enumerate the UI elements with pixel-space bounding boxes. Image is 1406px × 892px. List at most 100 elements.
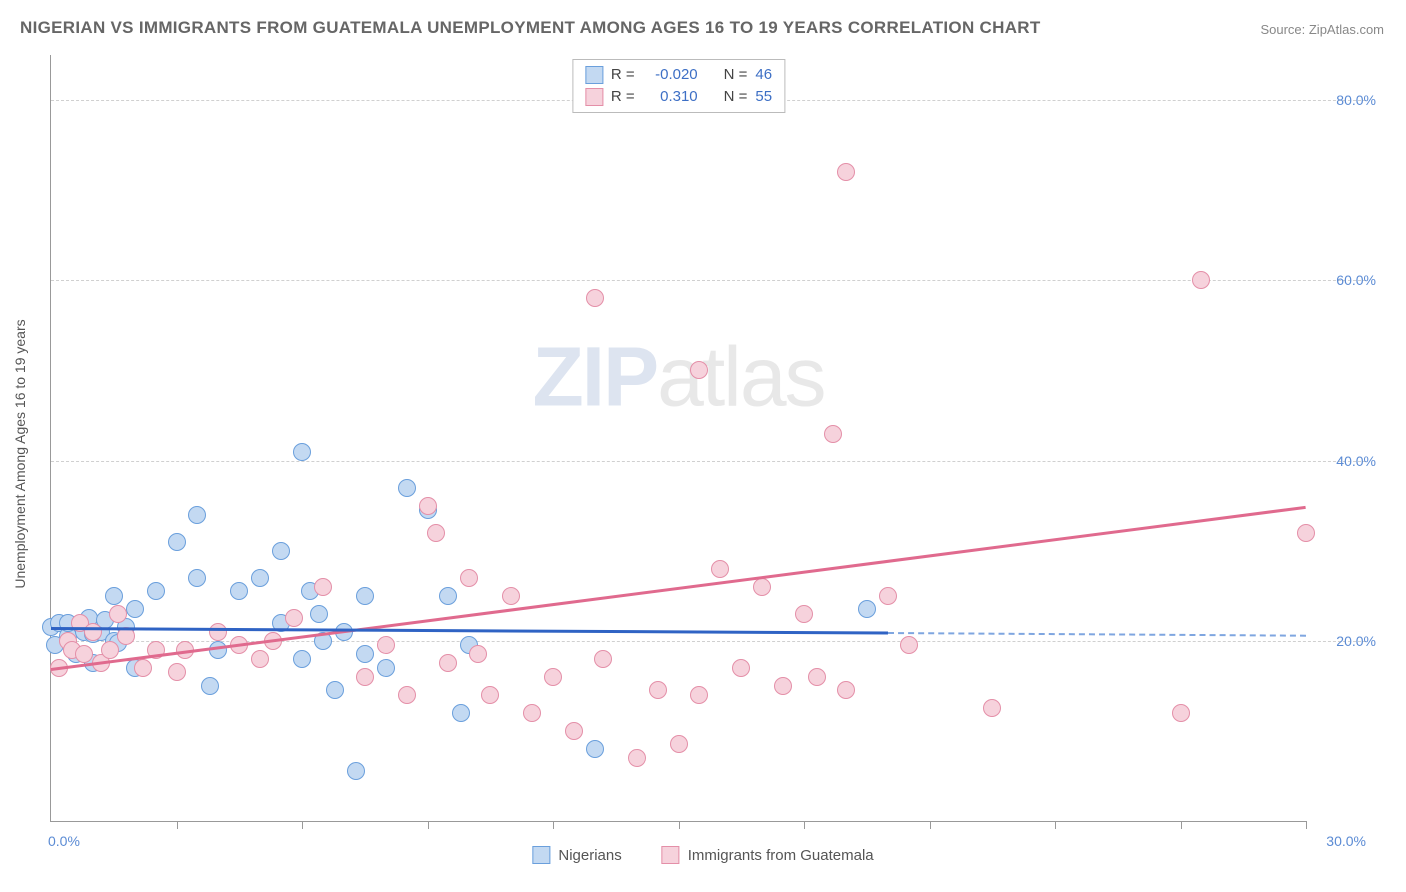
r-value-2: 0.310 xyxy=(643,86,698,108)
watermark-atlas: atlas xyxy=(657,329,824,423)
data-point xyxy=(201,677,219,695)
x-tick xyxy=(428,821,429,829)
x-tick xyxy=(804,821,805,829)
data-point xyxy=(711,560,729,578)
data-point xyxy=(732,659,750,677)
x-tick xyxy=(1306,821,1307,829)
data-point xyxy=(795,605,813,623)
data-point xyxy=(168,663,186,681)
y-tick-label: 80.0% xyxy=(1336,92,1376,108)
x-axis-min-label: 0.0% xyxy=(48,833,80,849)
y-tick-label: 40.0% xyxy=(1336,453,1376,469)
data-point xyxy=(544,668,562,686)
legend-label-guatemala: Immigrants from Guatemala xyxy=(688,847,874,864)
data-point xyxy=(460,569,478,587)
data-point xyxy=(377,659,395,677)
y-axis-title: Unemployment Among Ages 16 to 19 years xyxy=(12,319,28,588)
stats-row-guatemala: R = 0.310 N = 55 xyxy=(585,86,772,108)
watermark-zip: ZIP xyxy=(532,329,657,423)
data-point xyxy=(1172,704,1190,722)
data-point xyxy=(101,641,119,659)
x-tick xyxy=(302,821,303,829)
x-tick xyxy=(1181,821,1182,829)
data-point xyxy=(670,735,688,753)
data-point xyxy=(75,645,93,663)
data-point xyxy=(326,681,344,699)
data-point xyxy=(293,650,311,668)
trend-line-dash xyxy=(888,632,1306,637)
data-point xyxy=(502,587,520,605)
gridline xyxy=(51,461,1366,462)
data-point xyxy=(837,163,855,181)
data-point xyxy=(1297,524,1315,542)
y-tick-label: 60.0% xyxy=(1336,272,1376,288)
x-tick xyxy=(1055,821,1056,829)
swatch-nigerians xyxy=(585,66,603,84)
data-point xyxy=(439,587,457,605)
data-point xyxy=(356,668,374,686)
series-legend: Nigerians Immigrants from Guatemala xyxy=(532,846,873,864)
data-point xyxy=(824,425,842,443)
data-point xyxy=(285,609,303,627)
trend-line xyxy=(51,627,888,634)
data-point xyxy=(808,668,826,686)
data-point xyxy=(230,582,248,600)
x-tick xyxy=(177,821,178,829)
data-point xyxy=(594,650,612,668)
data-point xyxy=(1192,271,1210,289)
data-point xyxy=(251,569,269,587)
swatch-guatemala-2 xyxy=(662,846,680,864)
data-point xyxy=(398,686,416,704)
watermark: ZIPatlas xyxy=(532,328,824,425)
data-point xyxy=(983,699,1001,717)
data-point xyxy=(649,681,667,699)
data-point xyxy=(879,587,897,605)
chart-title: NIGERIAN VS IMMIGRANTS FROM GUATEMALA UN… xyxy=(20,18,1041,38)
stats-legend: R = -0.020 N = 46 R = 0.310 N = 55 xyxy=(572,59,785,113)
legend-item-nigerians: Nigerians xyxy=(532,846,621,864)
data-point xyxy=(753,578,771,596)
n-value-1: 46 xyxy=(755,64,772,86)
r-label-2: R = xyxy=(611,86,635,108)
data-point xyxy=(690,361,708,379)
data-point xyxy=(209,641,227,659)
data-point xyxy=(134,659,152,677)
swatch-nigerians-2 xyxy=(532,846,550,864)
data-point xyxy=(774,677,792,695)
data-point xyxy=(427,524,445,542)
data-point xyxy=(188,569,206,587)
data-point xyxy=(628,749,646,767)
data-point xyxy=(109,605,127,623)
x-tick xyxy=(679,821,680,829)
data-point xyxy=(523,704,541,722)
data-point xyxy=(310,605,328,623)
data-point xyxy=(209,623,227,641)
data-point xyxy=(858,600,876,618)
x-axis-max-label: 30.0% xyxy=(1326,833,1366,849)
data-point xyxy=(117,627,135,645)
data-point xyxy=(452,704,470,722)
data-point xyxy=(900,636,918,654)
x-tick xyxy=(930,821,931,829)
data-point xyxy=(377,636,395,654)
gridline xyxy=(51,280,1366,281)
data-point xyxy=(469,645,487,663)
data-point xyxy=(272,542,290,560)
data-point xyxy=(147,582,165,600)
data-point xyxy=(314,578,332,596)
data-point xyxy=(565,722,583,740)
legend-label-nigerians: Nigerians xyxy=(558,847,621,864)
data-point xyxy=(398,479,416,497)
data-point xyxy=(84,623,102,641)
data-point xyxy=(481,686,499,704)
data-point xyxy=(586,740,604,758)
data-point xyxy=(105,587,123,605)
data-point xyxy=(356,587,374,605)
stats-row-nigerians: R = -0.020 N = 46 xyxy=(585,64,772,86)
r-value-1: -0.020 xyxy=(643,64,698,86)
r-label-1: R = xyxy=(611,64,635,86)
n-value-2: 55 xyxy=(755,86,772,108)
data-point xyxy=(356,645,374,663)
y-tick-label: 20.0% xyxy=(1336,633,1376,649)
data-point xyxy=(419,497,437,515)
